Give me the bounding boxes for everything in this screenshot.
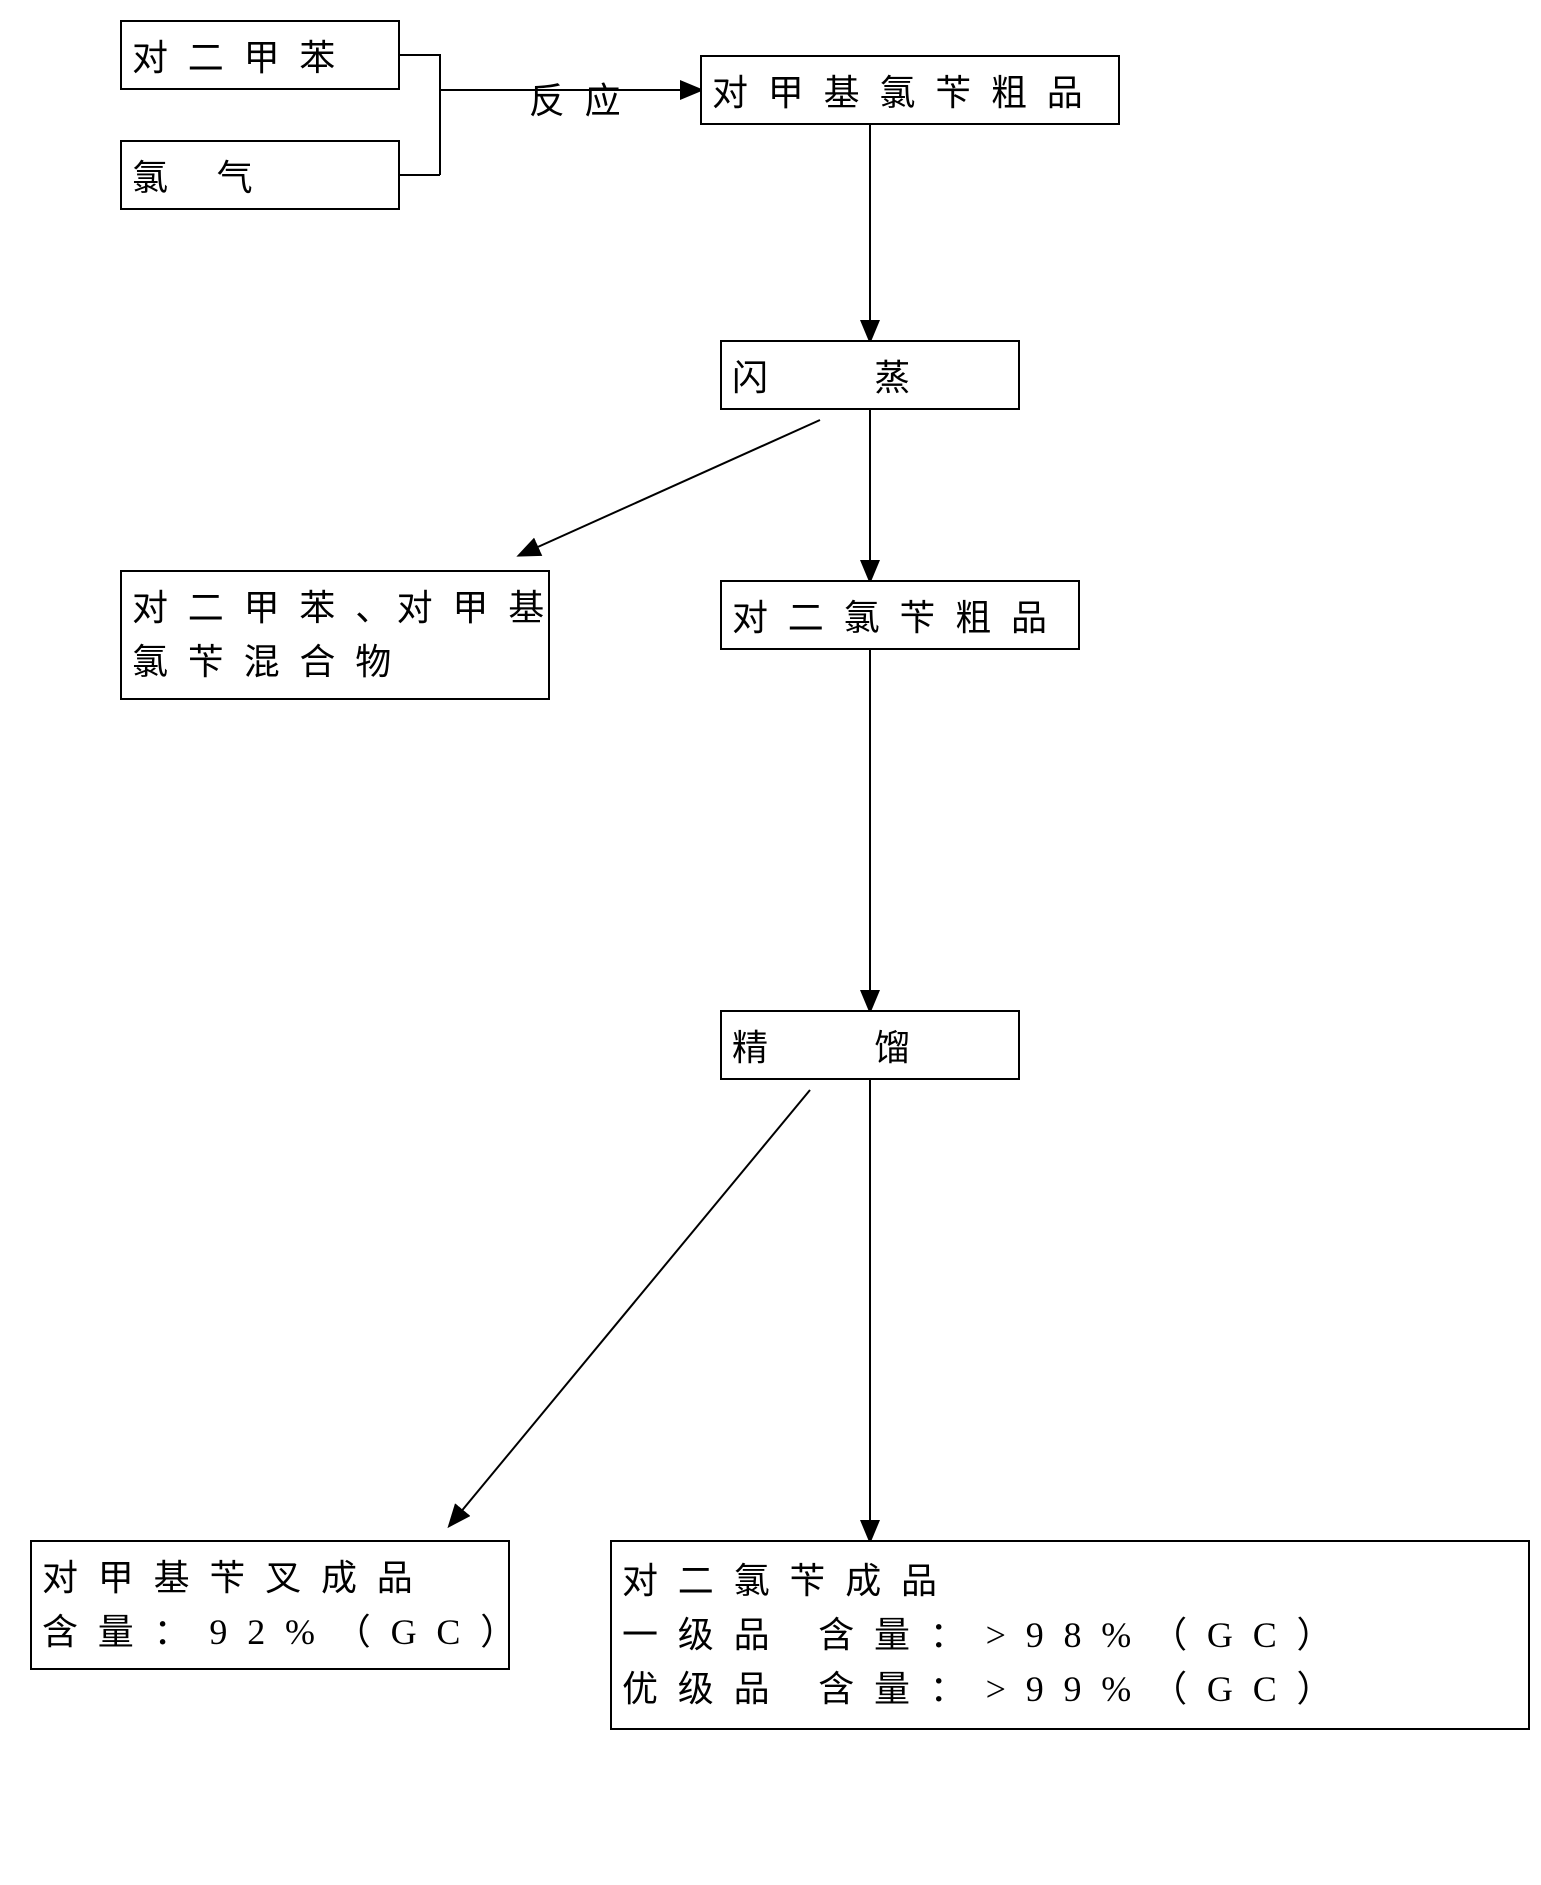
- node-input-chlorine: 氯 气: [120, 140, 400, 210]
- node-side-product: 对 甲 基 苄 叉 成 品 含 量 ： 9 2 % （ G C ）: [30, 1540, 510, 1670]
- node-final-product: 对 二 氯 苄 成 品 一 级 品 含 量 ： > 9 8 % （ G C ） …: [610, 1540, 1530, 1730]
- node-crude-pdcb: 对 二 氯 苄 粗 品: [720, 580, 1080, 650]
- node-label: 对 二 氯 苄 成 品 一 级 品 含 量 ： > 9 8 % （ G C ） …: [622, 1554, 1338, 1716]
- node-label: 对 甲 基 氯 苄 粗 品: [712, 64, 1088, 116]
- node-label: 对 二 氯 苄 粗 品: [732, 589, 1052, 641]
- node-label: 氯 气: [132, 149, 258, 201]
- label-text: 反 应: [529, 81, 626, 121]
- node-flash: 闪 蒸: [720, 340, 1020, 410]
- node-input-paraxylene: 对 二 甲 苯: [120, 20, 400, 90]
- label-reaction: 反 应: [500, 30, 626, 124]
- node-label: 精 馏: [732, 1019, 916, 1071]
- node-label: 对 二 甲 苯: [132, 29, 341, 81]
- node-crude-pmcb: 对 甲 基 氯 苄 粗 品: [700, 55, 1120, 125]
- node-label: 对 甲 基 苄 叉 成 品 含 量 ： 9 2 % （ G C ）: [42, 1551, 522, 1659]
- node-side-mixture: 对 二 甲 苯 、对 甲 基 氯 苄 混 合 物: [120, 570, 550, 700]
- node-label: 对 二 甲 苯 、对 甲 基 氯 苄 混 合 物: [132, 581, 550, 689]
- node-rectify: 精 馏: [720, 1010, 1020, 1080]
- node-label: 闪 蒸: [732, 349, 916, 401]
